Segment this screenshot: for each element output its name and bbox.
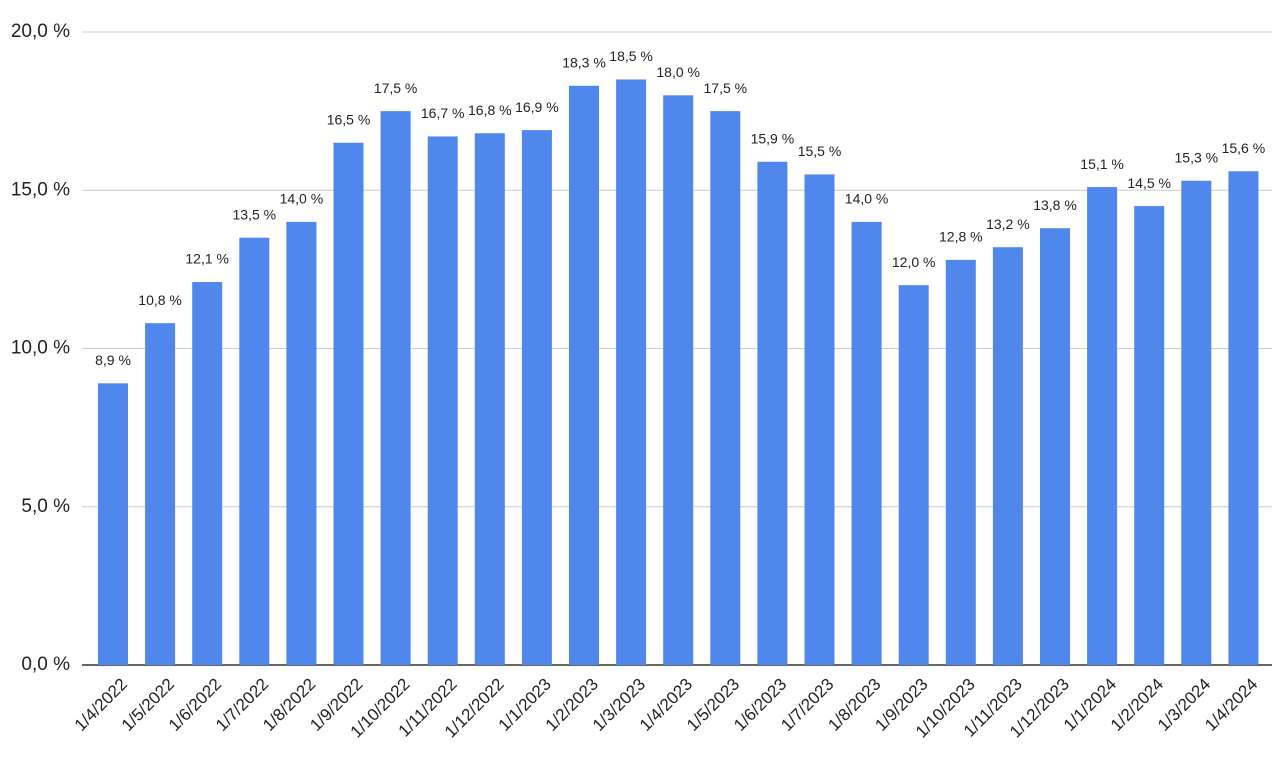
- bar: [804, 174, 835, 666]
- bar: [851, 221, 882, 665]
- y-tick-label: 20,0 %: [11, 21, 70, 42]
- value-label: 8,9 %: [95, 352, 131, 368]
- value-label: 12,1 %: [185, 251, 229, 267]
- y-tick-label: 0,0 %: [21, 654, 70, 675]
- value-label: 17,5 %: [704, 80, 748, 96]
- value-label: 14,0 %: [280, 191, 324, 207]
- bar: [192, 282, 223, 665]
- value-label: 12,0 %: [892, 254, 936, 270]
- bar: [1040, 228, 1070, 666]
- y-tick-label: 10,0 %: [11, 338, 70, 359]
- value-label: 16,9 %: [515, 99, 559, 115]
- bar: [710, 111, 741, 665]
- bar: [945, 259, 976, 665]
- bar: [1087, 187, 1118, 665]
- x-tick-label: 1/4/2024: [1201, 675, 1261, 735]
- y-tick-label: 5,0 %: [21, 496, 70, 517]
- y-tick-label: 15,0 %: [11, 179, 70, 200]
- value-label: 13,8 %: [1033, 197, 1077, 213]
- bar: [1134, 206, 1165, 665]
- bar: [145, 323, 176, 665]
- value-label: 13,5 %: [233, 206, 277, 222]
- value-label: 16,7 %: [421, 105, 465, 121]
- value-label: 15,1 %: [1080, 156, 1124, 172]
- bar: [98, 383, 128, 665]
- bar: [521, 130, 552, 666]
- bar: [757, 161, 788, 665]
- bar: [1181, 180, 1212, 665]
- value-label: 15,9 %: [751, 130, 795, 146]
- bar: [427, 136, 458, 665]
- value-label: 13,2 %: [986, 216, 1030, 232]
- value-label: 18,0 %: [656, 64, 700, 80]
- bar: [663, 95, 694, 666]
- value-label: 18,5 %: [609, 48, 653, 64]
- bar: [239, 237, 270, 665]
- value-label: 17,5 %: [374, 80, 418, 96]
- value-label: 15,3 %: [1175, 149, 1219, 165]
- value-label: 16,5 %: [327, 111, 371, 127]
- bar: [333, 142, 364, 665]
- bar: [474, 133, 505, 665]
- bar: [380, 111, 411, 665]
- value-label: 14,5 %: [1127, 175, 1171, 191]
- value-label: 18,3 %: [562, 55, 606, 71]
- bar: [616, 79, 647, 666]
- value-label: 12,8 %: [939, 229, 983, 245]
- value-label: 16,8 %: [468, 102, 512, 118]
- value-label: 10,8 %: [138, 292, 182, 308]
- bar: [1228, 171, 1259, 665]
- bar: [286, 221, 317, 665]
- bar: [569, 85, 599, 666]
- value-label: 15,5 %: [798, 143, 842, 159]
- bar: [992, 247, 1023, 665]
- value-label: 14,0 %: [845, 191, 889, 207]
- bar: [898, 285, 929, 665]
- value-label: 15,6 %: [1222, 140, 1266, 156]
